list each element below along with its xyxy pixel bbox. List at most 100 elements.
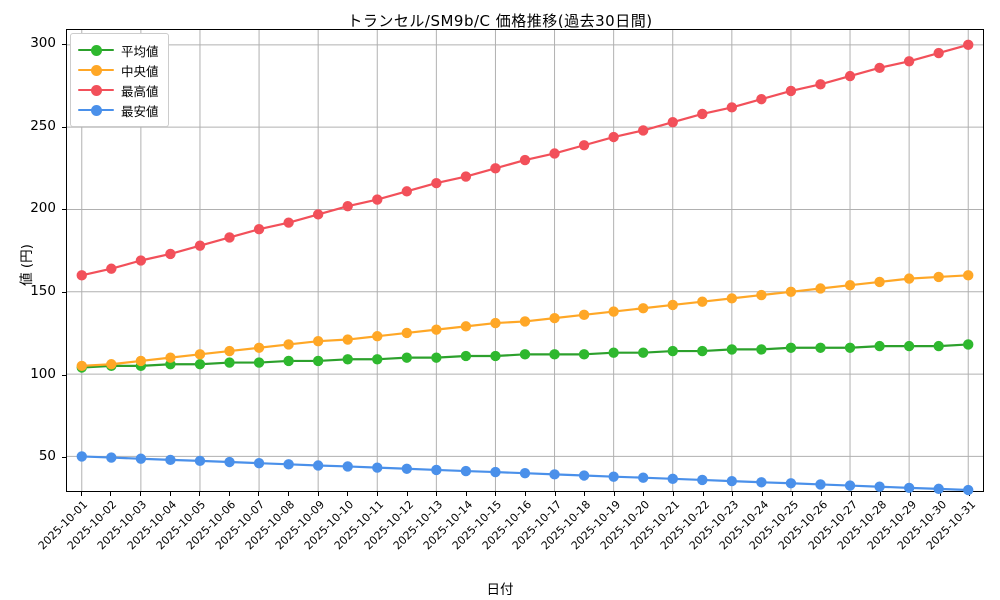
data-point-marker [844, 342, 856, 353]
x-axis-label: 日付 [486, 582, 514, 598]
data-point-marker [726, 475, 738, 487]
x-tick-mark [495, 492, 497, 496]
legend-item-3[interactable]: 最高値 [78, 80, 159, 100]
data-series-layer [76, 39, 974, 496]
data-point-marker [667, 345, 678, 357]
series-4 [76, 451, 974, 496]
data-point-marker [283, 459, 294, 470]
data-point-marker [372, 331, 383, 342]
legend-label: 最高値 [121, 83, 159, 99]
data-point-marker [697, 345, 708, 357]
data-point-marker [667, 473, 678, 484]
data-point-marker [253, 357, 265, 368]
data-point-marker [460, 321, 472, 332]
data-point-marker [312, 460, 324, 471]
data-point-marker [608, 306, 619, 317]
data-point-marker [756, 344, 767, 355]
y-tick-label: 100 [30, 365, 56, 382]
legend-swatch-icon [78, 43, 114, 57]
data-point-marker [726, 344, 738, 355]
data-point-marker [431, 177, 442, 189]
data-point-marker [756, 93, 767, 105]
data-point-marker [756, 289, 767, 301]
data-point-marker [667, 299, 678, 311]
data-point-marker [549, 148, 560, 159]
data-point-marker [194, 240, 206, 251]
x-tick-mark [228, 492, 230, 496]
x-tick-mark [880, 492, 882, 496]
data-point-marker [844, 280, 856, 291]
x-tick-mark [554, 492, 556, 496]
y-tick-label: 250 [30, 117, 56, 134]
data-point-marker [372, 354, 383, 365]
data-point-marker [844, 70, 856, 82]
data-point-marker [933, 271, 944, 283]
data-point-marker [342, 461, 353, 472]
data-point-marker [76, 360, 87, 372]
data-point-marker [549, 349, 560, 360]
data-point-marker [815, 283, 826, 294]
legend-swatch-icon [78, 83, 114, 97]
data-point-marker [106, 263, 117, 274]
data-point-marker [76, 270, 87, 281]
data-point-marker [431, 464, 442, 476]
legend-marker-dot-icon [91, 65, 102, 76]
data-point-marker [785, 85, 797, 97]
y-tick-mark [62, 209, 66, 211]
x-tick-mark [643, 492, 645, 496]
data-point-marker [135, 255, 147, 266]
data-point-marker [76, 451, 87, 462]
data-point-marker [874, 481, 885, 492]
data-point-marker [401, 463, 412, 474]
data-point-marker [460, 171, 472, 182]
series-3 [76, 39, 974, 281]
legend-label: 中央値 [121, 63, 159, 79]
x-tick-mark [584, 492, 586, 496]
legend-item-4[interactable]: 最安値 [78, 100, 159, 120]
data-point-marker [874, 340, 885, 352]
legend-item-2[interactable]: 中央値 [78, 60, 159, 80]
data-point-marker [283, 217, 294, 228]
chart-legend[interactable]: 平均値中央値最高値 最安値 [70, 33, 169, 127]
x-tick-mark [939, 492, 941, 496]
data-point-marker [431, 352, 442, 363]
data-point-marker [903, 482, 915, 494]
data-point-marker [785, 286, 797, 297]
data-point-marker [283, 339, 294, 350]
data-point-marker [135, 355, 147, 367]
data-point-marker [342, 200, 353, 212]
data-point-marker [224, 357, 235, 368]
x-tick-mark [702, 492, 704, 496]
data-point-marker [578, 470, 590, 481]
data-point-marker [785, 342, 797, 353]
series-2 [76, 270, 974, 372]
data-point-marker [549, 469, 560, 480]
chart-title: トランセル/SM9b/C 価格推移(過去30日間) [347, 12, 653, 30]
legend-item-1[interactable]: 平均値 [78, 40, 159, 60]
data-point-marker [253, 457, 265, 469]
x-tick-mark [732, 492, 734, 496]
y-tick-mark [62, 374, 66, 376]
data-point-marker [194, 349, 206, 360]
data-point-marker [135, 453, 147, 464]
x-tick-mark [110, 492, 112, 496]
x-tick-mark [909, 492, 911, 496]
y-tick-label: 150 [30, 282, 56, 299]
data-point-marker [519, 349, 531, 360]
data-point-marker [165, 248, 176, 260]
data-point-marker [165, 352, 176, 363]
x-tick-mark [199, 492, 201, 496]
y-tick-label: 200 [30, 200, 56, 217]
data-point-marker [756, 477, 767, 488]
legend-marker-dot-icon [91, 85, 102, 96]
x-tick-mark [80, 492, 82, 496]
data-point-marker [165, 454, 176, 466]
x-tick-mark [761, 492, 763, 496]
data-point-marker [224, 456, 235, 468]
data-point-marker [844, 480, 856, 491]
data-point-marker [608, 471, 619, 482]
data-point-marker [253, 224, 265, 235]
data-point-marker [963, 39, 974, 50]
data-point-marker [726, 293, 738, 304]
x-tick-mark [613, 492, 615, 496]
